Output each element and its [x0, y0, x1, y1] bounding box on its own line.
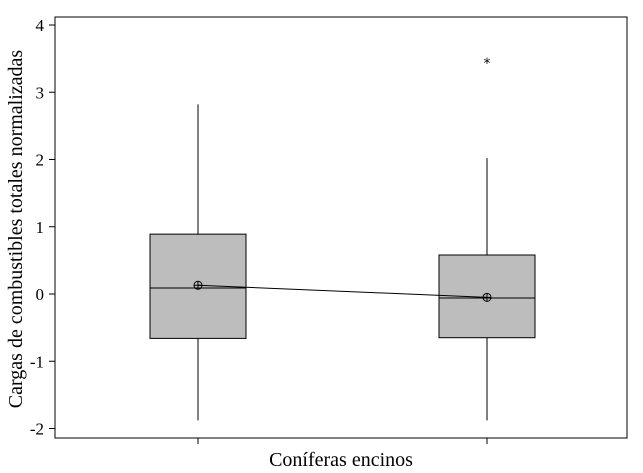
y-tick-label: 1 — [36, 218, 45, 237]
outlier-marker: * — [484, 56, 491, 72]
x-axis-ticks — [197, 438, 488, 444]
y-tick-label: 3 — [36, 83, 45, 102]
y-tick-label: -2 — [30, 420, 44, 439]
y-axis-ticks: -2 -1 0 1 2 3 4 — [30, 16, 55, 439]
mean-marker — [193, 280, 203, 290]
plot-frame — [54, 16, 628, 439]
x-axis-title: Coníferas encinos — [269, 449, 413, 471]
y-tick-label: 0 — [36, 285, 45, 304]
mean-connect-line — [197, 284, 488, 298]
y-tick-label: -1 — [30, 352, 44, 371]
y-tick-label: 2 — [36, 151, 45, 170]
box-series: * — [149, 56, 536, 421]
y-axis-title: Cargas de combustibles totales normaliza… — [5, 50, 27, 409]
mean-marker — [482, 292, 492, 302]
y-tick-label: 4 — [36, 16, 45, 35]
